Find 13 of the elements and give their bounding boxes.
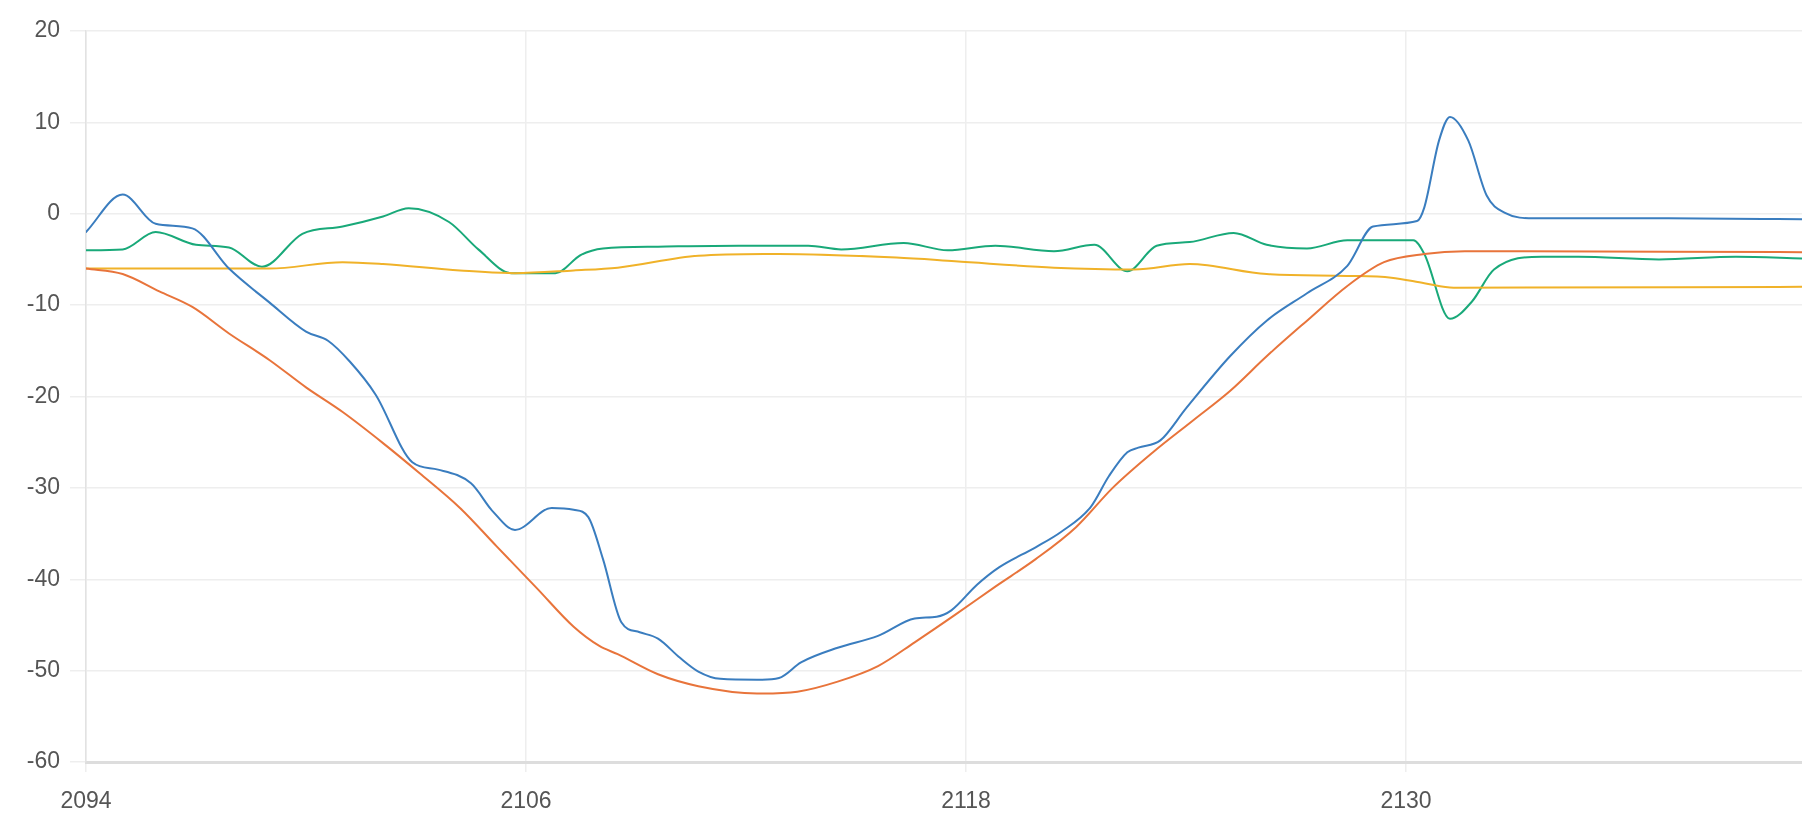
y-tick-label: -60: [26, 747, 60, 774]
x-tick-label: 2118: [941, 787, 991, 814]
y-tick-label: -50: [26, 655, 60, 682]
y-tick-label: -10: [26, 290, 60, 317]
y-tick-label: 10: [34, 107, 60, 134]
x-tick-label: 2106: [500, 787, 552, 814]
y-tick-label: 0: [47, 199, 60, 226]
y-tick-label: 20: [34, 16, 60, 43]
y-tick-label: -20: [26, 381, 60, 408]
x-tick-label: 2130: [1380, 787, 1432, 814]
y-tick-label: -40: [26, 564, 60, 591]
x-tick-label: 2094: [60, 787, 112, 814]
y-tick-label: -30: [26, 473, 60, 500]
